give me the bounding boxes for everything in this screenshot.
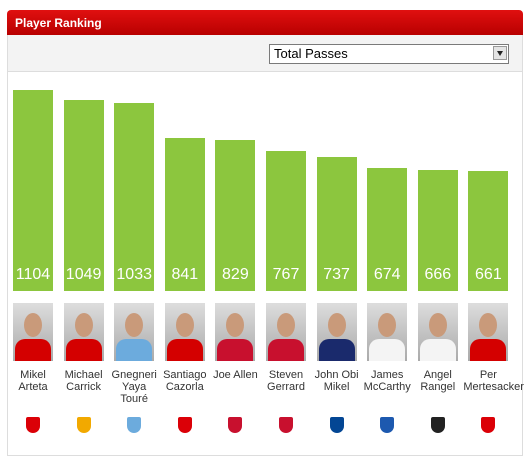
club-crest (430, 417, 445, 433)
player-name: Mikel Arteta (18, 369, 48, 393)
bar (63, 100, 104, 291)
player-photo (13, 303, 53, 361)
photo-face (327, 313, 346, 337)
photo-shirt (419, 339, 456, 361)
player-name: Steven Gerrard (267, 369, 305, 393)
metric-dropdown[interactable]: Total Passes (269, 44, 509, 64)
photo-shirt (166, 339, 203, 361)
photo-shirt (116, 339, 153, 361)
player-name: Gnegneri Yaya Touré (111, 369, 157, 405)
player-name: Per Mertesacker (463, 369, 524, 393)
player-name: Angel Rangel (420, 369, 456, 393)
club-crest (279, 417, 293, 433)
value-label: 737 (323, 266, 350, 283)
photo-face (74, 313, 93, 337)
bar (468, 170, 509, 291)
player-photo (215, 303, 256, 361)
bar (215, 140, 256, 291)
player-photo (114, 303, 155, 361)
player-name: Santiago Cazorla (163, 369, 207, 393)
value-label: 661 (475, 266, 502, 283)
photo-shirt (65, 339, 102, 361)
value-label: 767 (272, 266, 300, 283)
player-photo (316, 303, 357, 361)
club-crest (127, 417, 142, 433)
bar (367, 168, 408, 291)
photo-shirt (268, 339, 304, 361)
club-crest (26, 417, 40, 433)
value-label: 829 (222, 266, 249, 283)
player-photo (367, 303, 408, 361)
dropdown-arrow[interactable] (493, 46, 507, 60)
photo-shirt (470, 339, 507, 361)
value-label: 841 (171, 266, 199, 283)
photo-face (125, 313, 144, 337)
photo-face (428, 313, 447, 337)
photo-face (277, 313, 295, 337)
photo-face (24, 313, 42, 337)
photo-face (479, 313, 498, 337)
bar (316, 156, 357, 291)
bar (114, 102, 155, 291)
photo-face (378, 313, 397, 337)
value-label: 1033 (116, 266, 152, 283)
photo-shirt (217, 339, 254, 361)
club-crest (380, 417, 395, 433)
value-label: 674 (373, 266, 401, 283)
photo-shirt (318, 339, 355, 361)
player-name: John Obi Mikel (314, 369, 359, 393)
photo-shirt (15, 339, 51, 361)
bar (266, 151, 306, 291)
player-name: James McCarthy (363, 369, 411, 393)
photo-shirt (369, 339, 406, 361)
header-title: Player Ranking (15, 16, 102, 30)
header: Player Ranking (7, 10, 523, 35)
value-label: 1104 (15, 266, 51, 283)
toolbar: Total Passes (8, 35, 522, 72)
bar (164, 137, 205, 291)
player-photo (164, 303, 205, 361)
photo-face (175, 313, 194, 337)
player-name: Joe Allen (213, 369, 258, 381)
player-photo (468, 303, 509, 361)
value-label: 1049 (65, 266, 102, 283)
club-crest (329, 417, 344, 433)
player-photo (63, 303, 104, 361)
club-crest (481, 417, 496, 433)
panel: Total Passes 1104 Mikel Arteta 1049 Michael… (7, 35, 524, 456)
dropdown-value: Total Passes (274, 46, 348, 61)
bar (13, 90, 53, 291)
value-label: 666 (424, 266, 452, 283)
player-photo (417, 303, 458, 361)
club-crest (228, 417, 243, 433)
player-name: Michael Carrick (64, 369, 103, 393)
club-crest (177, 417, 192, 433)
player-photo (266, 303, 306, 361)
club-crest (76, 417, 91, 433)
photo-face (226, 313, 245, 337)
bar (417, 169, 458, 291)
